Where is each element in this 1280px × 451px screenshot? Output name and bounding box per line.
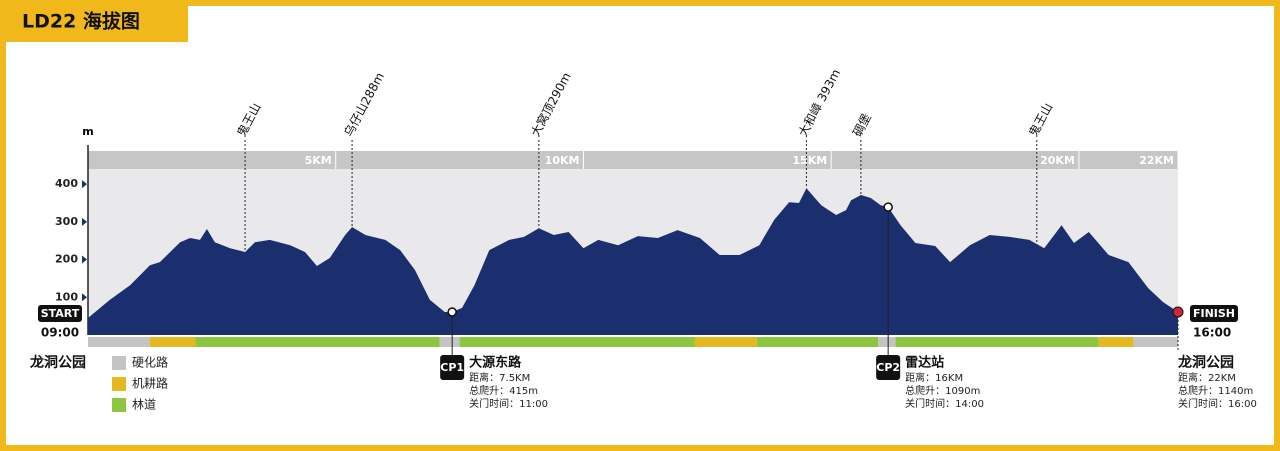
checkpoint-detail: 距离：7.5KM [469, 371, 530, 384]
x-tick-label: 20KM [1040, 154, 1075, 167]
y-axis-label: m [82, 125, 93, 138]
surface-segment [195, 337, 440, 347]
finish-detail: 距离：22KM [1178, 371, 1236, 384]
checkpoint-label: CP2 [876, 361, 900, 374]
finish-label: FINISH [1193, 307, 1235, 320]
checkpoint-detail: 关门时间：11:00 [469, 397, 548, 410]
elevation-area [88, 188, 1178, 335]
checkpoint-box [440, 355, 465, 380]
surface-segment [1098, 337, 1134, 347]
checkpoint-detail: 关门时间：14:00 [905, 397, 984, 410]
surface-segment [878, 337, 896, 347]
start-box [38, 305, 82, 322]
finish-marker [1172, 306, 1184, 318]
checkpoint-marker [447, 307, 457, 317]
legend-swatch [112, 377, 126, 391]
finish-place: 龙洞公园 [1177, 354, 1234, 371]
x-tick-label: 10KM [545, 154, 580, 167]
surface-segment [895, 337, 1099, 347]
finish-detail: 关门时间：16:00 [1178, 397, 1257, 410]
start-time: 09:00 [41, 326, 79, 340]
legend-label: 机耕路 [132, 376, 168, 391]
start-place: 龙洞公园 [29, 354, 86, 371]
finish-time: 16:00 [1193, 326, 1231, 340]
checkpoint-name: 雷达站 [905, 355, 944, 371]
finish-box [1190, 305, 1238, 322]
checkpoint-marker [883, 202, 893, 212]
checkpoint-label: CP1 [440, 361, 464, 374]
y-tick [82, 255, 87, 264]
legend-label: 硬化路 [132, 355, 168, 370]
start-label: START [41, 307, 80, 320]
y-tick-label: 100 [55, 290, 78, 303]
checkpoint-detail: 距离：16KM [905, 371, 963, 384]
y-tick [82, 180, 87, 189]
x-tick-label: 5KM [305, 154, 332, 167]
surface-segment [88, 337, 150, 347]
checkpoint-detail: 总爬升：1090m [905, 384, 980, 397]
y-tick-label: 300 [55, 215, 78, 228]
surface-segment [439, 337, 460, 347]
surface-segment [149, 337, 196, 347]
chart-title: LD22 海拔图 [22, 10, 140, 33]
x-tick-label: 15KM [792, 154, 827, 167]
checkpoint-name: 大源东路 [469, 355, 522, 371]
surface-segment [459, 337, 695, 347]
surface-segment [756, 337, 879, 347]
y-tick-label: 200 [55, 253, 78, 266]
legend-label: 林道 [132, 398, 156, 412]
y-tick [82, 217, 87, 226]
y-tick-label: 400 [55, 177, 78, 190]
legend-swatch [112, 356, 126, 370]
surface-segment [1133, 337, 1178, 347]
checkpoint-detail: 总爬升：415m [469, 384, 538, 397]
title-box [0, 0, 188, 42]
legend-swatch [112, 398, 126, 412]
y-tick [82, 293, 87, 302]
x-tick-label: 22KM [1139, 154, 1174, 167]
checkpoint-box [876, 355, 901, 380]
km-band [88, 151, 1178, 169]
surface-segment [694, 337, 757, 347]
finish-detail: 总爬升：1140m [1178, 384, 1253, 397]
